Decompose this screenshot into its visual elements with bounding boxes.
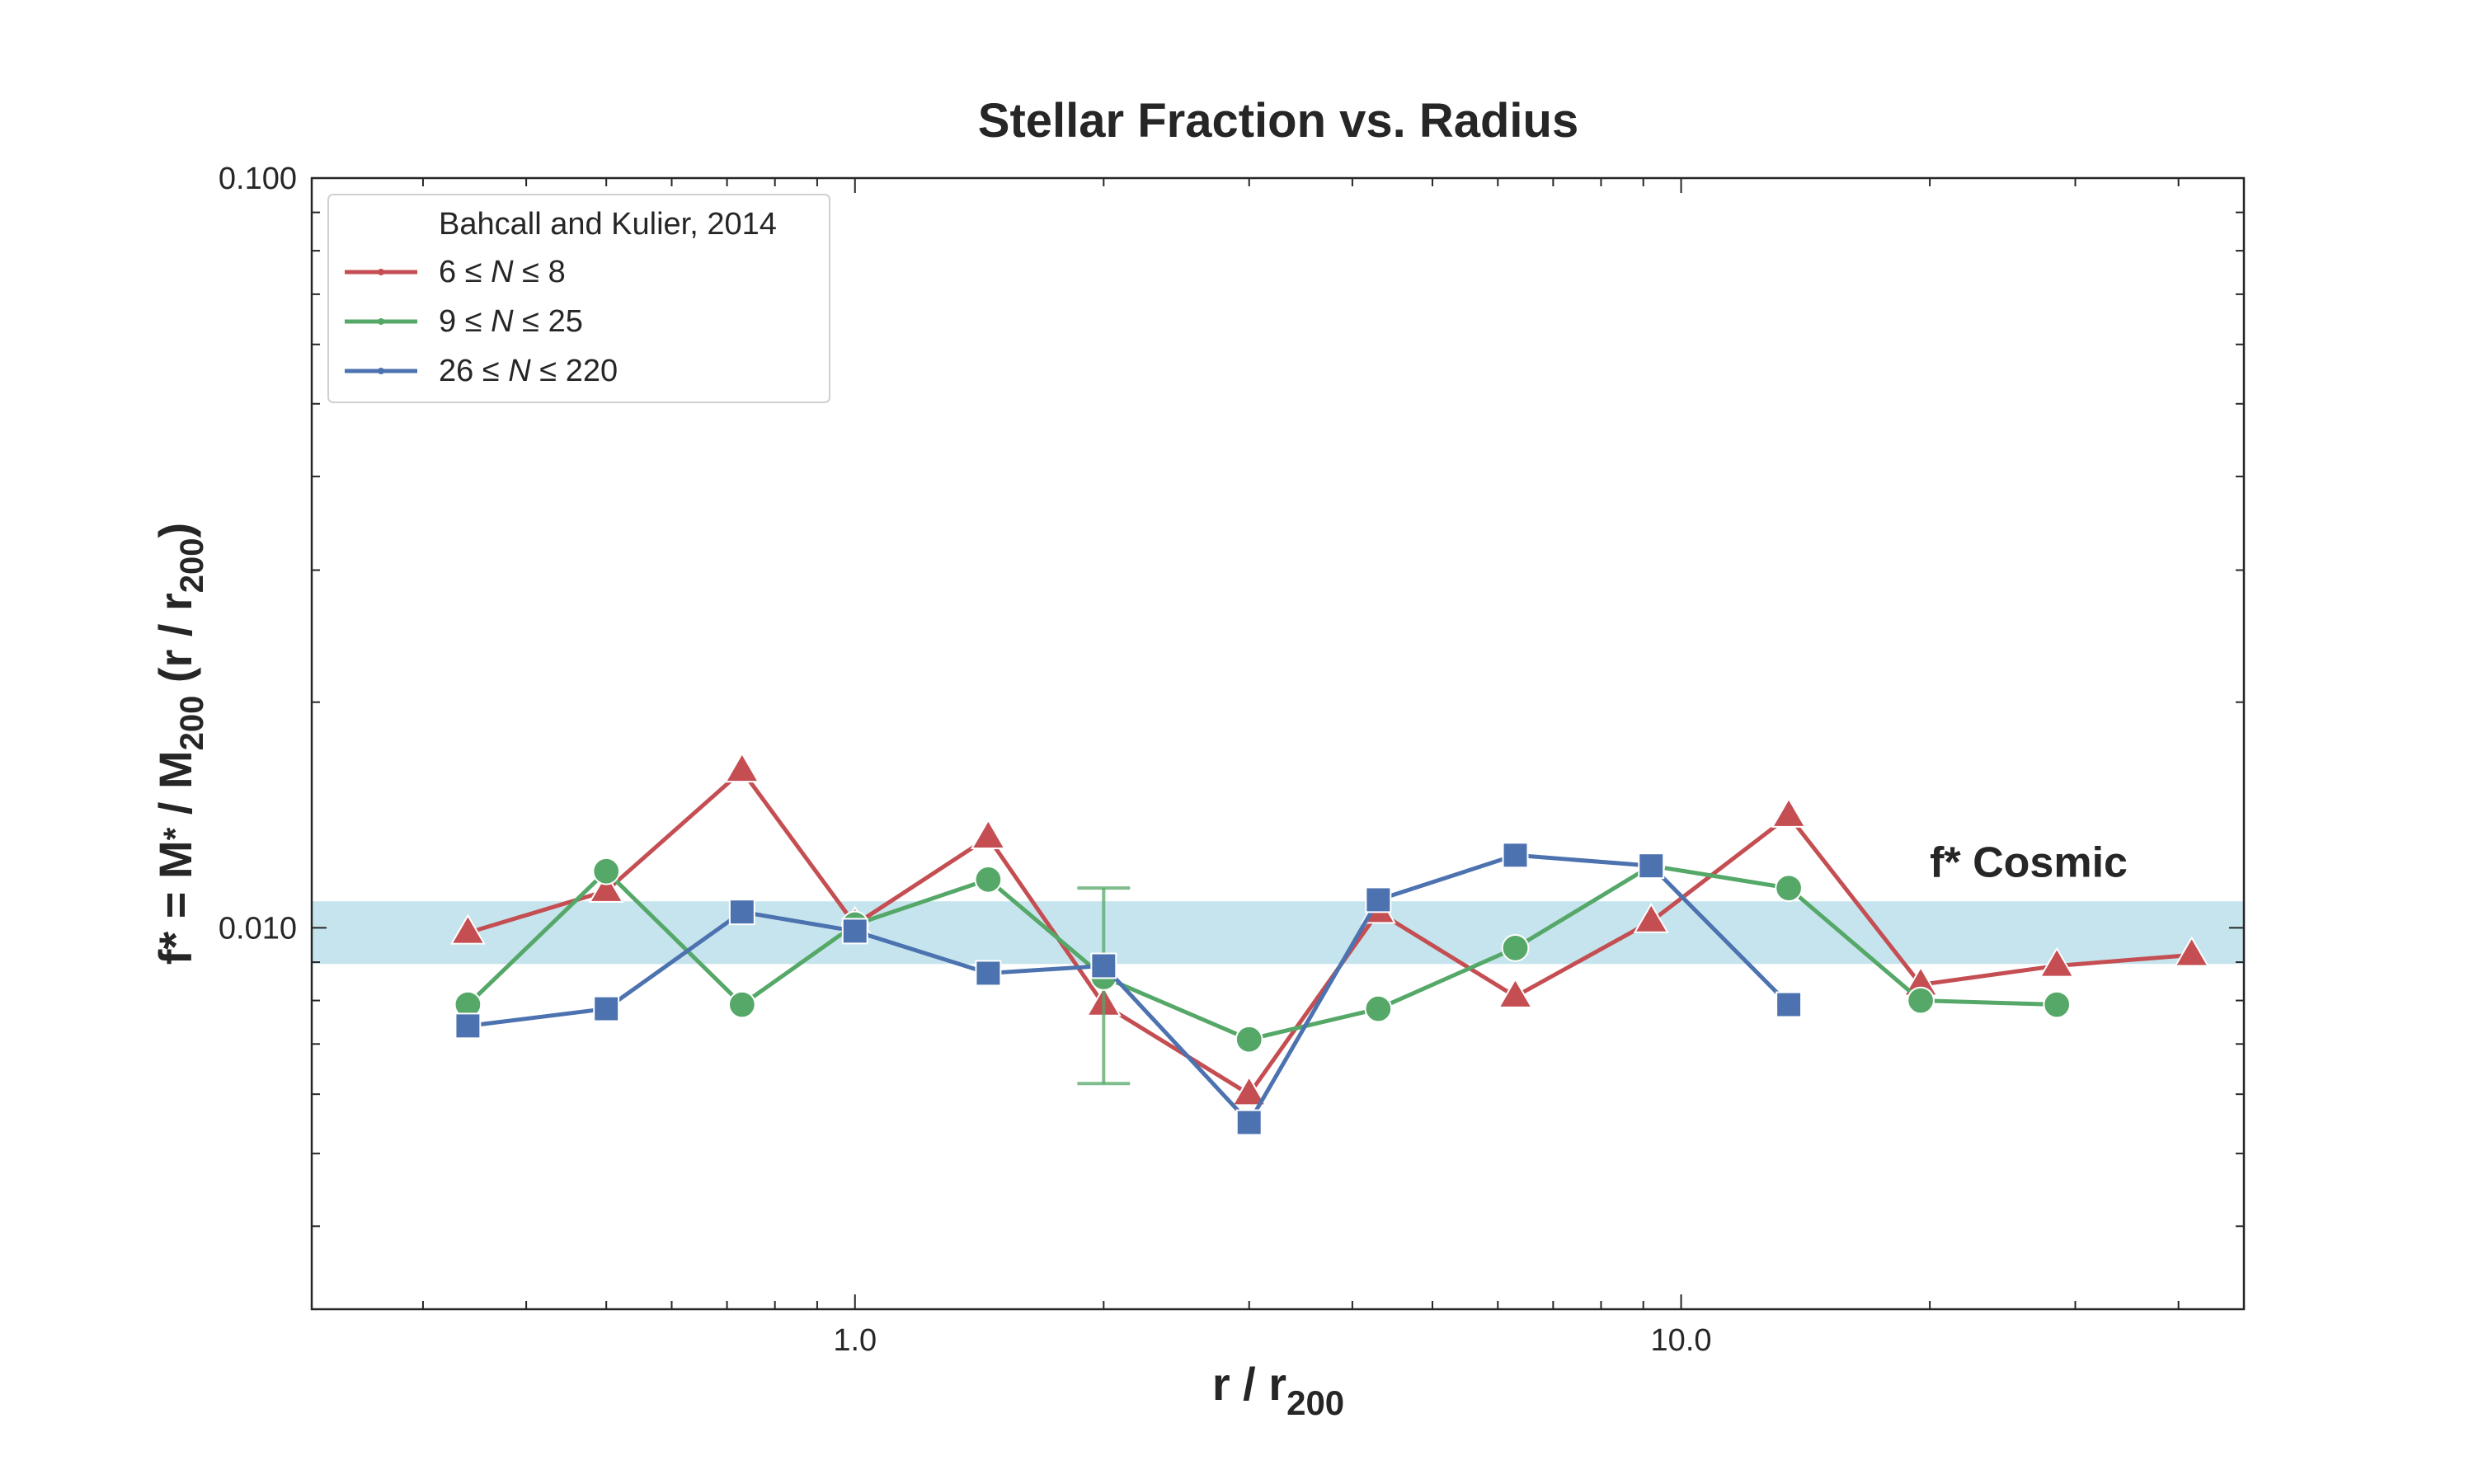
series-layer: [449, 751, 2210, 1136]
cosmic-band: [312, 901, 2244, 965]
data-point: [727, 990, 756, 1019]
series-line: [467, 768, 2192, 1097]
y-tick-label: 0.010: [219, 911, 297, 946]
x-axis-label-main: r / r: [1212, 1358, 1286, 1410]
legend-dot: [378, 269, 384, 275]
data-point: [2174, 936, 2210, 967]
data-point: [1776, 991, 1803, 1018]
y-tick-label: 0.100: [219, 162, 297, 196]
legend-label: 9 ≤ N ≤ 25: [439, 304, 583, 339]
data-point: [1638, 852, 1665, 880]
data-point: [1502, 842, 1529, 869]
series-2: [454, 852, 2072, 1086]
data-point: [1907, 986, 1935, 1015]
series-3: [454, 842, 1803, 1136]
axis-ticks: [312, 177, 2244, 1309]
data-point: [2043, 990, 2072, 1019]
data-point: [1090, 952, 1117, 979]
data-point: [970, 818, 1006, 849]
data-point: [724, 751, 760, 783]
data-point: [1235, 1025, 1263, 1054]
y-axis-label: f* = M* / M200 (r / r200): [149, 523, 210, 965]
plot-frame: [310, 176, 2246, 1311]
legend-title: Bahcall and Kulier, 2014: [439, 207, 777, 242]
axis-tick-labels: 1.0 10.0 0.010 0.100: [219, 162, 1712, 1358]
legend-box: [327, 194, 830, 403]
data-point: [449, 913, 486, 945]
data-point: [1497, 977, 1534, 1008]
legend-entry-3: 26 ≤ N ≤ 220: [345, 354, 618, 388]
x-axis-label-subscript: 200: [1286, 1383, 1344, 1422]
data-point: [1231, 1075, 1268, 1106]
data-point: [1775, 874, 1803, 902]
legend-entry-2: 9 ≤ N ≤ 25: [345, 304, 583, 339]
legend-dot: [378, 318, 384, 325]
data-point: [2039, 946, 2075, 978]
data-point: [1365, 886, 1392, 913]
legend-label: 26 ≤ N ≤ 220: [439, 354, 618, 388]
x-axis-label: r / r200: [1212, 1358, 1344, 1422]
data-point: [728, 899, 755, 926]
legend-dot: [378, 368, 384, 374]
legend-label: 6 ≤ N ≤ 8: [439, 255, 566, 289]
data-point: [841, 918, 868, 945]
x-tick-label: 10.0: [1651, 1323, 1712, 1358]
data-point: [454, 1012, 482, 1040]
data-point: [1633, 902, 1669, 933]
data-point: [1771, 796, 1807, 828]
legend: Bahcall and Kulier, 2014 6 ≤ N ≤ 8 9 ≤ N …: [327, 194, 830, 403]
data-point: [975, 960, 1002, 987]
x-tick-label: 1.0: [833, 1323, 877, 1358]
data-point: [1501, 934, 1530, 962]
data-point: [593, 995, 620, 1022]
legend-entry-1: 6 ≤ N ≤ 8: [345, 255, 566, 289]
data-point: [592, 857, 621, 885]
data-point: [1235, 1109, 1263, 1136]
data-point: [974, 865, 1003, 894]
chart-title: Stellar Fraction vs. Radius: [978, 94, 1578, 148]
annotation-f-cosmic: f* Cosmic: [1930, 838, 2128, 886]
data-point: [588, 871, 624, 903]
data-point: [1364, 994, 1393, 1023]
